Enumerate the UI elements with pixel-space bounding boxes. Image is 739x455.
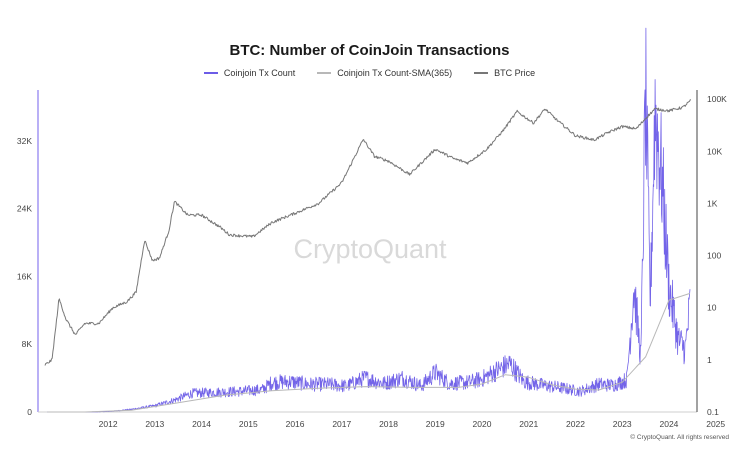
x-tick-label: 2017 — [332, 419, 351, 429]
y-left-tick-label: 0 — [27, 407, 32, 417]
legend-item-sma[interactable]: Coinjoin Tx Count-SMA(365) — [317, 68, 452, 78]
watermark: CryptoQuant — [293, 234, 447, 264]
legend-label-coinjoin: Coinjoin Tx Count — [223, 68, 296, 78]
y-left-tick-label: 8K — [22, 339, 33, 349]
x-tick-label: 2023 — [613, 419, 632, 429]
legend: Coinjoin Tx Count Coinjoin Tx Count-SMA(… — [0, 68, 739, 78]
series-coinjoin-sma-365 — [47, 292, 691, 413]
legend-label-sma: Coinjoin Tx Count-SMA(365) — [337, 68, 453, 78]
series-layer — [44, 27, 691, 413]
x-tick-label: 2020 — [473, 419, 492, 429]
y-right-tick-label: 100 — [707, 251, 721, 261]
chart-title: BTC: Number of CoinJoin Transactions — [229, 42, 510, 59]
legend-item-coinjoin[interactable]: Coinjoin Tx Count — [203, 68, 296, 78]
legend-swatch-sma — [317, 72, 332, 74]
series-coinjoin-tx-count — [47, 27, 691, 413]
ticks-layer: 2012 2013 2014 2015 2016 2017 2018 2019 2020 2021… — [17, 94, 727, 429]
x-tick-label: 2024 — [659, 419, 678, 429]
legend-item-btc-price[interactable]: BTC Price — [474, 68, 535, 78]
series-btc-price — [44, 99, 691, 366]
x-tick-label: 2019 — [426, 419, 445, 429]
x-tick-label: 2014 — [192, 419, 211, 429]
y-right-tick-label: 100K — [707, 94, 727, 104]
x-tick-label: 2022 — [566, 419, 585, 429]
y-right-tick-label: 0.1 — [707, 407, 719, 417]
y-right-tick-label: 1 — [707, 355, 712, 365]
y-right-tick-label: 10K — [707, 146, 722, 156]
legend-swatch-btc-price — [474, 72, 489, 74]
x-tick-label: 2015 — [239, 419, 258, 429]
legend-swatch-coinjoin — [203, 72, 218, 74]
y-left-tick-label: 24K — [17, 204, 32, 214]
x-tick-label: 2012 — [99, 419, 118, 429]
x-tick-label: 2025 — [706, 419, 725, 429]
copyright-footer: © CryptoQuant. All rights reserved — [630, 434, 729, 441]
x-tick-label: 2018 — [379, 419, 398, 429]
x-tick-label: 2016 — [286, 419, 305, 429]
y-left-tick-label: 32K — [17, 136, 32, 146]
legend-label-btc-price: BTC Price — [494, 68, 536, 78]
y-left-tick-label: 16K — [17, 271, 32, 281]
x-tick-label: 2021 — [519, 419, 538, 429]
y-right-tick-label: 10 — [707, 303, 717, 313]
x-tick-label: 2013 — [145, 419, 164, 429]
y-right-tick-label: 1K — [707, 198, 718, 208]
